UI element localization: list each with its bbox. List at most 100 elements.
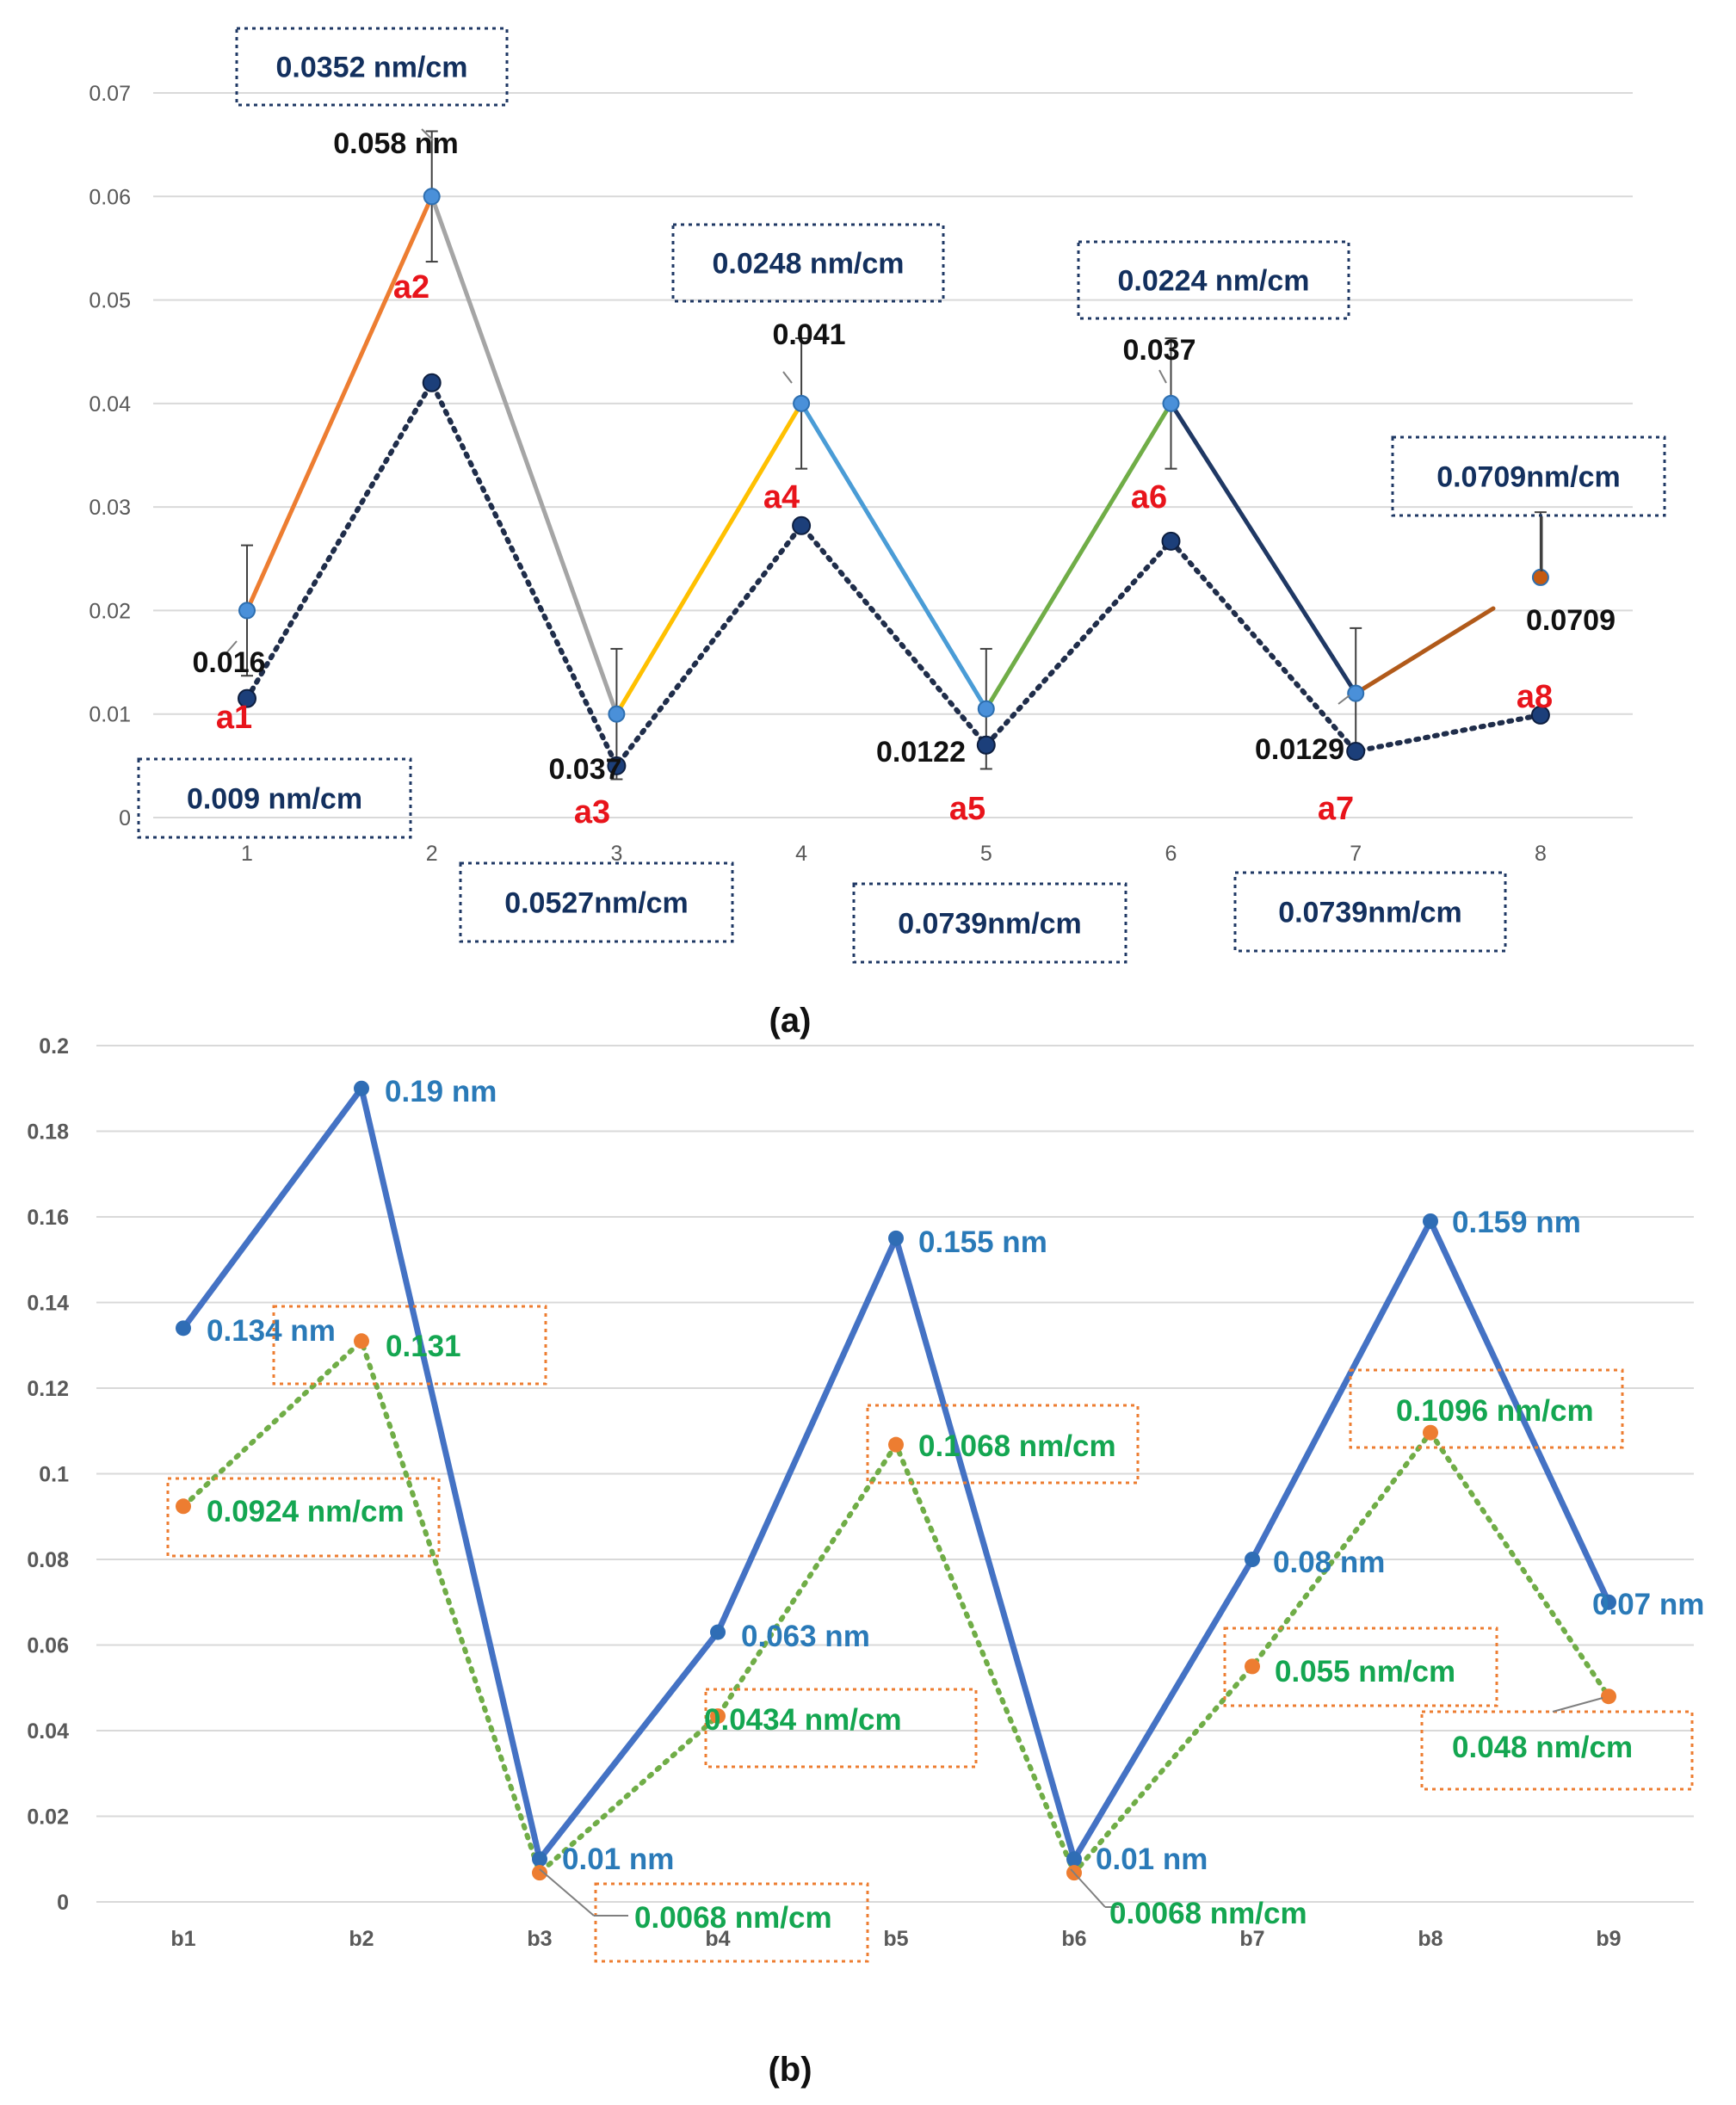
y-tick-label: 0.04 [27,1719,69,1744]
chart-b: 0 0.02 0.04 0.06 0.08 0.1 0.12 0.14 0.16 0.18 0.2 b… [27,1034,1704,1963]
height-point [176,1320,191,1336]
rate-box [1077,240,1350,320]
rate-label: 0.0709nm/cm [1436,461,1621,494]
height-point [238,602,256,620]
leader-line [782,371,793,384]
caption-b: (b) [768,2051,812,2089]
y-tick-label: 0.03 [89,496,131,520]
rate-box [866,1404,1140,1485]
height-point [1601,1594,1616,1610]
y-tick-label: 0.02 [89,599,131,623]
rate-box [704,1688,978,1769]
rate-box [1223,1627,1498,1707]
rate-label: 0.0248 nm/cm [712,248,904,281]
point-label: a1 [216,700,252,736]
height-point [1245,1552,1260,1567]
caption-a: (a) [769,1002,812,1040]
point-label: a8 [1517,679,1553,715]
series-line-segment [244,194,435,613]
leader-line [1338,694,1350,705]
y-tick-label: 0.06 [89,185,131,209]
height-point [888,1230,904,1246]
rate-box [1391,435,1666,517]
rate-box [852,882,1127,964]
rate-series-line [244,377,1543,771]
height-point [1423,1213,1438,1229]
x-tick-label: b2 [349,1927,374,1951]
rate-value-label: 0.1096 nm/cm [1396,1394,1594,1428]
chart-a: 0 0.01 0.02 0.03 0.04 0.05 0.06 0.07 1 2 3 4 5 6 7 8 0.0… [89,27,1666,964]
rate-point [1423,1424,1438,1441]
height-value-label: 0.01 nm [1096,1843,1208,1876]
height-point [977,700,995,718]
y-tick-label: 0.08 [27,1548,69,1572]
y-tick-label: 0.14 [27,1292,69,1316]
rate-point [1245,1658,1260,1675]
x-tick-label: b9 [1596,1927,1621,1951]
rate-point [1346,742,1366,762]
rate-label: 0.0739nm/cm [1278,897,1462,929]
series-line-segment [1169,401,1358,696]
series-line-segment [614,401,804,717]
rate-value-label: 0.048 nm/cm [1452,1731,1633,1764]
y-tick-label: 0.12 [27,1377,69,1401]
x-tick-label: b6 [1061,1927,1086,1951]
leader-line [1158,369,1167,384]
leader-line [421,128,434,141]
height-point [710,1624,726,1640]
x-tick-label: 2 [426,842,438,866]
rate-value-label: 0.0068 nm/cm [634,1901,832,1935]
rate-label: 0.0352 nm/cm [275,52,467,84]
height-point [793,394,811,412]
rate-label: 0.009 nm/cm [187,783,362,816]
rate-point [1601,1688,1616,1705]
rate-box [1233,871,1507,953]
series-line-segment [1353,606,1496,696]
rate-box [1349,1368,1624,1449]
value-label: 0.037 [1122,334,1195,367]
point-label: a3 [574,794,610,830]
leader-line [1552,1697,1603,1713]
value-label: 0.037 [548,753,621,786]
y-tick-label: 0.05 [89,289,131,313]
leader-line [225,640,238,655]
rate-box [459,861,734,943]
rate-value-label: 0.0068 nm/cm [1109,1897,1307,1930]
x-tick-label: b7 [1239,1927,1264,1951]
y-tick-label: 0.06 [27,1634,69,1658]
height-value-label: 0.19 nm [385,1075,497,1108]
rate-box [594,1882,869,1963]
rate-value-label: 0.0924 nm/cm [207,1495,405,1528]
height-point [608,705,626,723]
y-tick-label: 0.02 [27,1806,69,1830]
height-value-label: 0.063 nm [741,1620,870,1653]
rate-series-line [181,1336,1611,1878]
height-value-label: 0.08 nm [1273,1546,1385,1579]
point-label: a4 [763,479,800,515]
rate-box [235,27,509,107]
x-tick-label: 6 [1165,842,1177,866]
value-label: 0.0709 [1526,604,1616,637]
y-tick-label: 0.07 [89,82,131,106]
rate-point [888,1436,904,1453]
rate-point [607,756,627,775]
x-tick-label: b4 [705,1927,730,1951]
rate-label: 0.0527nm/cm [504,887,689,920]
rate-label: 0.0224 nm/cm [1117,265,1309,298]
y-tick-label: 0 [119,806,131,830]
rate-box [166,1477,441,1558]
rate-value-label: 0.131 [386,1330,461,1363]
x-tick-label: b5 [883,1927,908,1951]
height-point [1531,568,1549,586]
x-tick-label: 8 [1535,842,1547,866]
point-label: a5 [949,791,985,827]
rate-point [710,1708,726,1725]
series-line-segment [984,401,1173,712]
height-point [532,1851,547,1867]
rate-point [532,1865,547,1881]
x-tick-label: b8 [1418,1927,1443,1951]
height-point [354,1080,369,1096]
height-value-label: 0.07 nm [1592,1588,1704,1621]
x-tick-label: 4 [795,842,807,866]
